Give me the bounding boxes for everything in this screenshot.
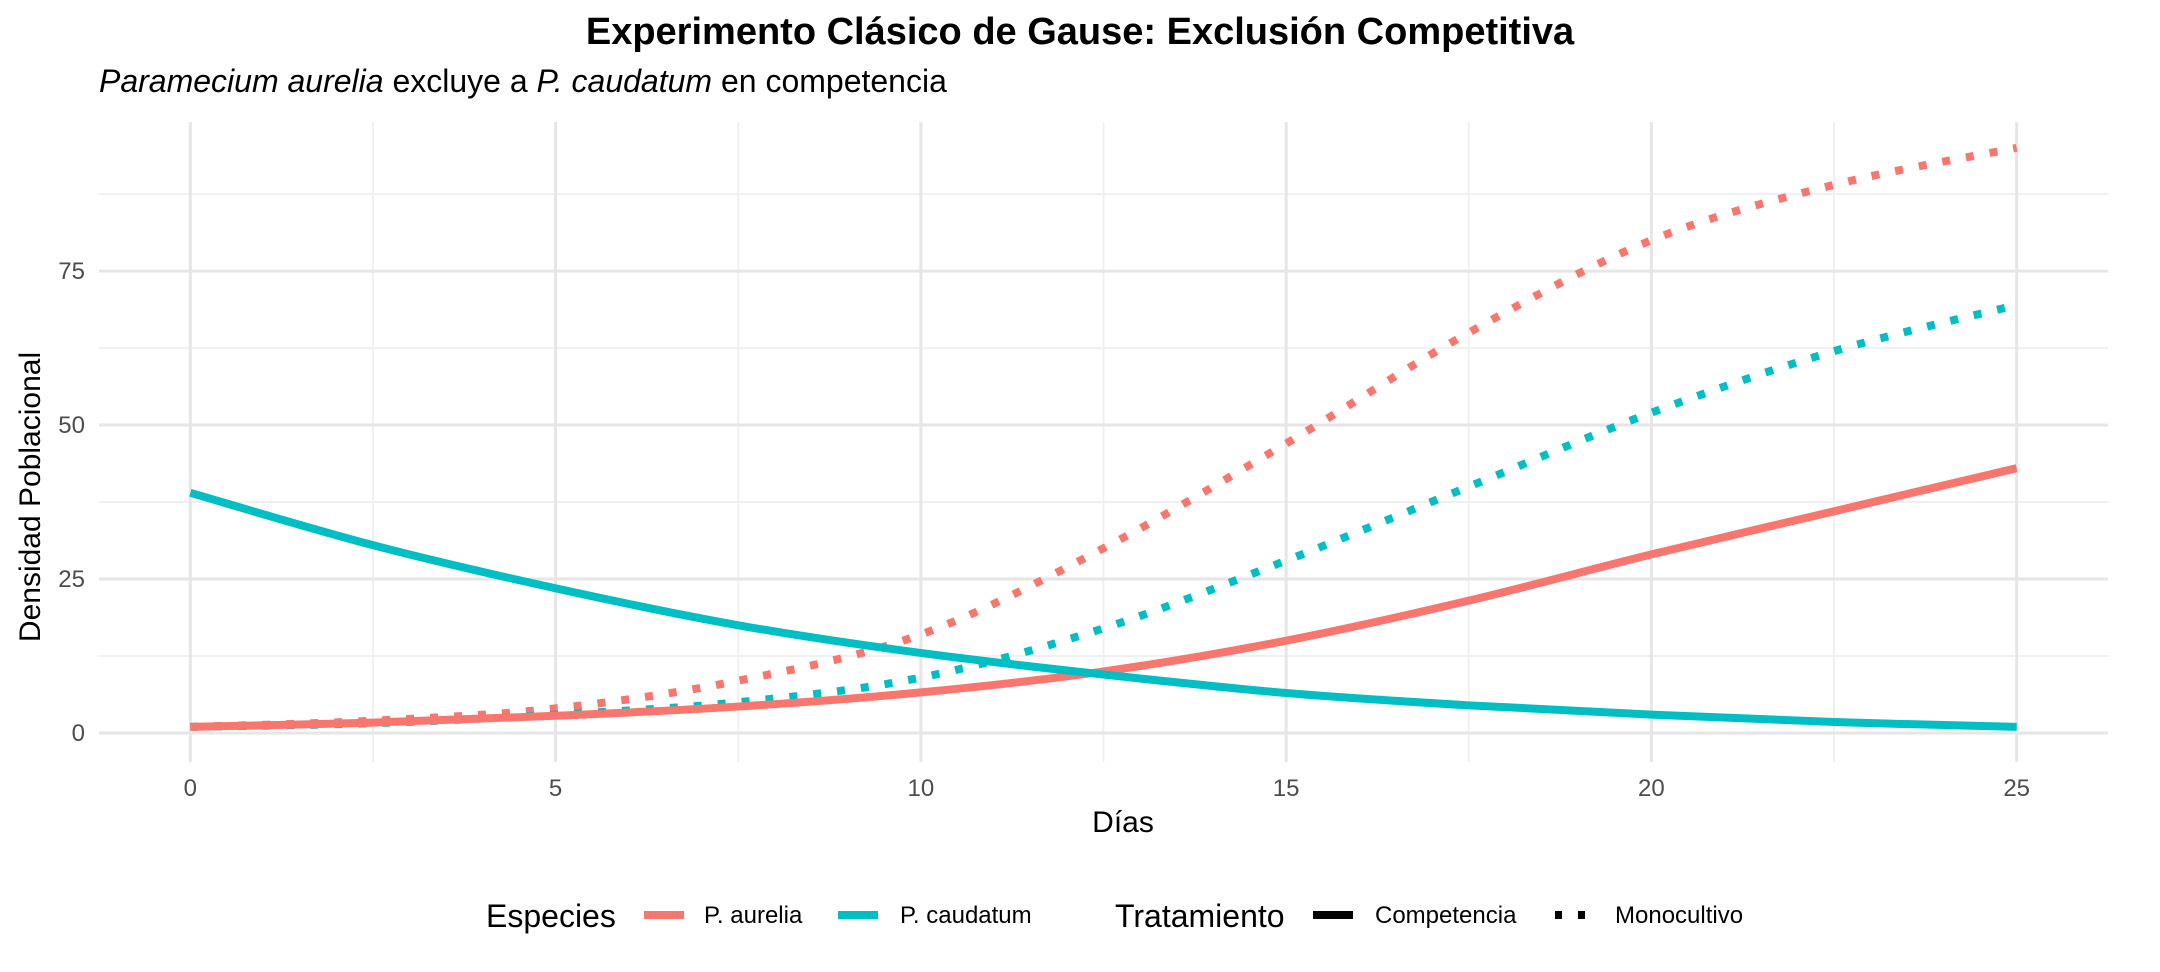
y-tick-label: 75 xyxy=(58,258,85,285)
plot-area xyxy=(99,122,2108,762)
x-axis-title: Días xyxy=(1092,806,1154,839)
legend: Especies P. aurelia P. caudatum Tratamie… xyxy=(486,898,1743,934)
x-tick-label: 25 xyxy=(2003,775,2030,802)
x-axis-ticks: 0 5 10 15 20 25 xyxy=(184,775,2030,802)
x-tick-label: 10 xyxy=(908,775,935,802)
y-axis-title: Densidad Poblacional xyxy=(14,352,47,642)
chart-title: Experimento Clásico de Gause: Exclusión … xyxy=(586,11,1575,53)
y-tick-label: 50 xyxy=(58,412,85,439)
series-line-p-caudatum-competencia xyxy=(189,488,2017,731)
y-axis-ticks: 0 25 50 75 xyxy=(58,258,85,747)
x-tick-label: 0 xyxy=(184,775,197,802)
x-tick-label: 15 xyxy=(1273,775,1300,802)
legend-treatment-title: Tratamiento xyxy=(1115,898,1285,934)
subtitle-part: Paramecium aurelia xyxy=(99,63,384,99)
chart-subtitle: Paramecium aurelia excluye a P. caudatum… xyxy=(99,63,947,99)
x-tick-label: 5 xyxy=(549,775,562,802)
subtitle-part: en competencia xyxy=(712,63,947,99)
series-line-p-aurelia-monocultivo xyxy=(190,143,2018,731)
legend-label-p-aurelia: P. aurelia xyxy=(704,902,803,929)
y-tick-label: 25 xyxy=(58,566,85,593)
grid-minor xyxy=(99,122,2108,762)
legend-species-title: Especies xyxy=(486,898,616,934)
legend-label-monocultivo: Monocultivo xyxy=(1615,902,1743,929)
subtitle-part: excluye a xyxy=(384,63,537,99)
subtitle-part: P. caudatum xyxy=(537,63,713,99)
y-tick-label: 0 xyxy=(72,720,85,747)
series-lines xyxy=(189,143,2018,731)
x-tick-label: 20 xyxy=(1638,775,1665,802)
legend-label-p-caudatum: P. caudatum xyxy=(900,902,1032,929)
legend-label-competencia: Competencia xyxy=(1375,902,1517,929)
